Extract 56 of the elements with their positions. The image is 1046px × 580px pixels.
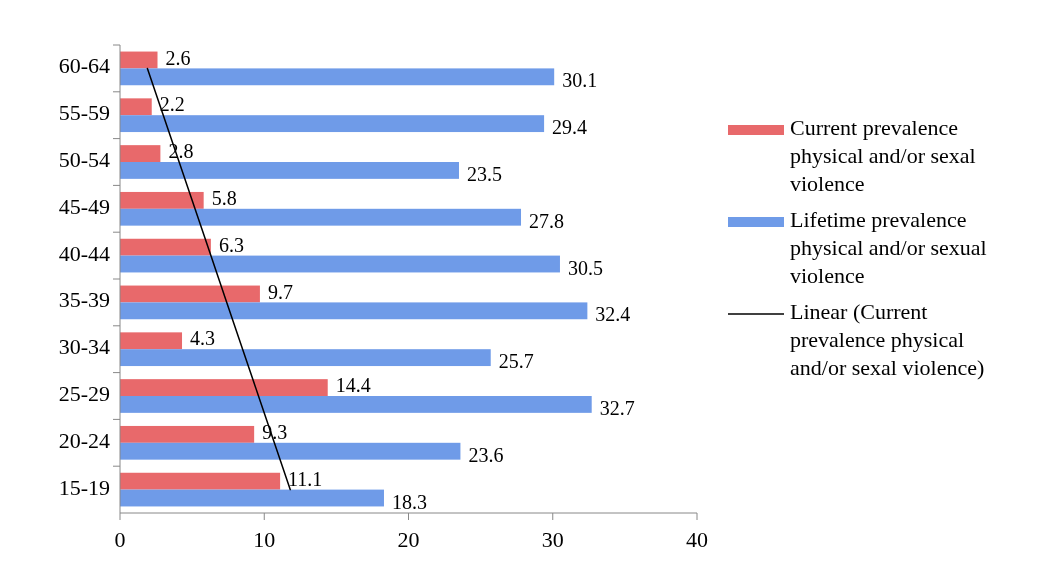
legend-label: Current prevalence physical and/or sexal violence xyxy=(790,115,976,197)
bar xyxy=(120,349,491,367)
data-label: 32.4 xyxy=(595,303,631,326)
bar xyxy=(120,145,161,162)
data-label: 6.3 xyxy=(218,233,244,256)
data-label: 32.7 xyxy=(599,397,635,420)
bar xyxy=(120,285,260,303)
data-label: 5.8 xyxy=(211,186,237,209)
y-tick-label: 40-44 xyxy=(58,240,110,266)
data-label: 29.4 xyxy=(552,116,588,139)
x-tick-label: 10 xyxy=(253,527,276,552)
y-tick-label: 30-34 xyxy=(58,334,110,360)
data-label: 30.1 xyxy=(562,69,598,92)
bar xyxy=(120,98,152,116)
bar xyxy=(120,489,384,507)
data-label: 9.7 xyxy=(267,280,293,303)
y-tick-label: 50-54 xyxy=(58,147,110,173)
bar xyxy=(120,396,592,413)
legend-label: Lifetime prevalence physical and/or sexual violence xyxy=(790,207,987,289)
bar xyxy=(120,442,461,460)
bar xyxy=(120,379,328,396)
bar xyxy=(120,472,281,490)
bar xyxy=(120,332,183,350)
data-label: 11.1 xyxy=(288,467,323,490)
data-label: 18.3 xyxy=(391,490,427,513)
data-label: 14.4 xyxy=(335,374,371,397)
data-label: 2.2 xyxy=(159,93,185,116)
y-tick-label: 35-39 xyxy=(58,287,110,313)
bar xyxy=(120,68,555,86)
x-tick-label: 30 xyxy=(541,527,564,552)
bar xyxy=(120,302,588,320)
data-label: 4.3 xyxy=(190,327,216,350)
y-tick-label: 25-29 xyxy=(58,381,110,407)
data-label: 2.6 xyxy=(165,46,191,69)
data-label: 23.5 xyxy=(466,163,502,186)
y-tick-label: 45-49 xyxy=(58,193,110,219)
bar xyxy=(120,255,560,273)
bar xyxy=(120,51,158,69)
bar xyxy=(120,115,545,133)
y-tick-label: 60-64 xyxy=(58,53,110,79)
x-tick-label: 20 xyxy=(397,527,420,552)
bar xyxy=(120,162,459,179)
y-tick-label: 15-19 xyxy=(58,474,110,500)
y-tick-label: 55-59 xyxy=(58,100,110,126)
legend-label: Linear (Current prevalence physical and/or sexal violence) xyxy=(790,299,985,381)
bar xyxy=(120,191,204,209)
x-tick-label: 40 xyxy=(686,527,708,552)
data-label: 30.5 xyxy=(567,256,603,279)
bar xyxy=(120,238,211,256)
x-tick-label: 0 xyxy=(114,527,126,552)
data-label: 25.7 xyxy=(498,350,534,373)
y-tick-label: 20-24 xyxy=(58,427,110,453)
bar xyxy=(120,425,255,443)
bar xyxy=(120,208,522,226)
data-label: 23.6 xyxy=(468,443,504,466)
data-label: 27.8 xyxy=(529,209,565,232)
